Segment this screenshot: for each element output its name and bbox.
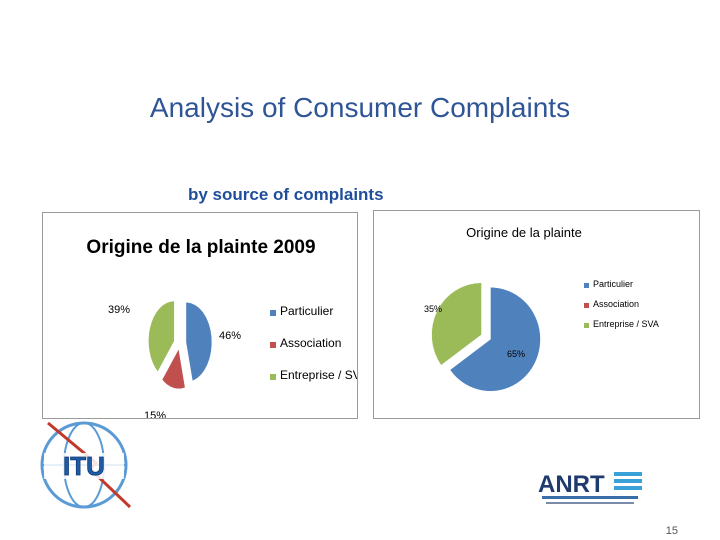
legend-label-2: Entreprise / SVA <box>593 319 659 329</box>
itu-logo-text: ITU <box>63 451 105 481</box>
pie-slice-2 <box>148 300 175 373</box>
legend-label-0: Particulier <box>593 279 633 289</box>
data-label-0: 65% <box>507 349 525 359</box>
data-label-2: 35% <box>424 304 442 314</box>
legend-swatch-1 <box>584 303 589 308</box>
pie-chart-2009-svg: Origine de la plainte 2009 46% 15% 39% Parti… <box>86 237 357 418</box>
slide-subtitle: by source of complaints <box>188 185 384 204</box>
pie-slice-0 <box>185 301 213 382</box>
legend-swatch-2 <box>584 323 589 328</box>
legend-label-1: Association <box>593 299 639 309</box>
data-label-0: 46% <box>219 330 241 342</box>
chart-title: Origine de la plainte 2009 <box>86 237 315 258</box>
slide-title: Analysis of Consumer Complaints <box>149 92 571 123</box>
legend-label-2: Entreprise / SVA <box>280 368 357 382</box>
pie-chart-current: Origine de la plainte 65% 35% Particulier As… <box>373 210 700 419</box>
data-label-1: 15% <box>144 410 166 418</box>
legend-label-1: Association <box>280 336 341 350</box>
itu-logo: ITU <box>38 415 138 520</box>
legend-swatch-2 <box>270 374 276 380</box>
legend-swatch-1 <box>270 342 276 348</box>
page-number: 15 <box>665 525 678 537</box>
legend-label-0: Particulier <box>280 304 333 318</box>
pie-chart-2009: Origine de la plainte 2009 46% 15% 39% Parti… <box>42 212 358 419</box>
pie-slice-2 <box>431 282 482 366</box>
pie-chart-current-svg: Origine de la plainte 65% 35% Particulier As… <box>424 225 659 392</box>
anrt-logo: ANRT <box>536 468 648 513</box>
pie-slice-0 <box>449 287 541 392</box>
legend-swatch-0 <box>584 283 589 288</box>
legend-swatch-0 <box>270 310 276 316</box>
chart-title: Origine de la plainte <box>466 225 582 240</box>
anrt-logo-text: ANRT <box>538 471 605 498</box>
data-label-2: 39% <box>108 304 130 316</box>
pie-slice-1 <box>161 348 186 390</box>
